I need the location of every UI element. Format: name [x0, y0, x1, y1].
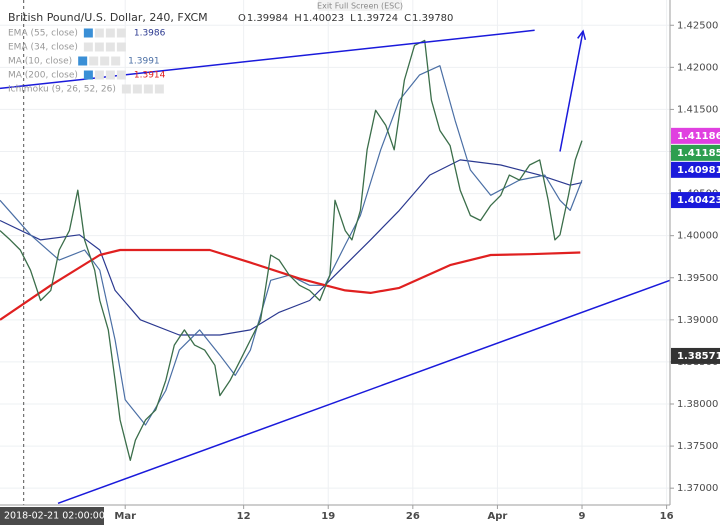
grid [0, 0, 670, 505]
legend-label[interactable]: MA (200, close) [8, 71, 78, 81]
y-tick-label: 1.42500 [677, 20, 718, 31]
price-tag-label: 1.41186 [677, 131, 720, 142]
x-tick-label: 12 [237, 511, 251, 522]
price-tag [671, 347, 720, 364]
legend-button[interactable] [111, 56, 121, 66]
price-tag-label: 1.40423 [677, 195, 720, 206]
legend-button[interactable] [116, 70, 126, 80]
legend-button[interactable] [89, 56, 99, 66]
legend-button[interactable] [83, 42, 93, 52]
ohlc-value: 1.39780 [412, 13, 453, 24]
legend-button[interactable] [132, 84, 142, 94]
legend-value: 1.3986 [134, 29, 166, 39]
legend-button[interactable] [105, 28, 115, 38]
price-tag [671, 127, 720, 144]
legend-value: 1.3991 [128, 57, 160, 67]
legend-button[interactable] [105, 70, 115, 80]
arrow-head [577, 29, 587, 41]
crosshair-label-box [0, 507, 104, 525]
legend-label[interactable]: MA (10, close) [8, 57, 72, 67]
indicator-line [0, 65, 583, 426]
exit-fullscreen[interactable] [318, 0, 402, 11]
indicator-line [0, 159, 583, 336]
indicator-line [0, 248, 581, 321]
legend-button[interactable] [100, 56, 110, 66]
legend-value: 1.3914 [134, 71, 166, 81]
x-tick-label: Apr [488, 511, 508, 522]
y-tick-label: 1.41500 [677, 104, 718, 115]
legend-label[interactable]: Ichimoku (9, 26, 52, 26) [8, 85, 116, 95]
legend-button[interactable] [83, 28, 93, 38]
price-tag [671, 192, 720, 209]
price-line [0, 39, 583, 462]
x-tick-label: 19 [321, 511, 335, 522]
price-tag-label: 1.41185 [677, 148, 720, 159]
ohlc-key: L [350, 13, 356, 24]
legend-label[interactable]: EMA (34, close) [8, 43, 78, 53]
y-tick-label: 1.39500 [677, 273, 718, 284]
x-tick-label: 26 [406, 511, 420, 522]
legend-button[interactable] [105, 42, 115, 52]
legend-button[interactable] [78, 56, 88, 66]
price-tag-label: 1.40981 [677, 165, 720, 176]
crosshair-label: 2018-02-21 02:00:00 [4, 511, 105, 522]
y-tick-label: 1.37000 [677, 483, 718, 494]
y-tick-label: 1.42000 [677, 62, 718, 73]
legend-button[interactable] [83, 70, 93, 80]
exit-fullscreen-label[interactable]: Exit Full Screen (ESC) [317, 2, 403, 11]
ohlc-key: C [404, 13, 411, 24]
legend-button[interactable] [94, 28, 104, 38]
price-tag [671, 161, 720, 178]
ohlc-value: 1.39724 [357, 13, 398, 24]
y-tick-label: 1.39000 [677, 315, 718, 326]
legend-button[interactable] [94, 70, 104, 80]
price-tag-label: 1.38571 [677, 351, 720, 362]
legend-button[interactable] [154, 84, 164, 94]
x-tick-label: Mar [114, 511, 136, 522]
price-tag [671, 144, 720, 161]
trend-line [559, 31, 584, 152]
x-tick-label: 9 [579, 511, 586, 522]
x-tick-label: 16 [660, 511, 674, 522]
legend: British Pound/U.S. Dollar, 240, FXCM O 1.… [8, 11, 453, 95]
y-tick-label: 1.37500 [677, 441, 718, 452]
legend-button[interactable] [143, 84, 153, 94]
legend-button[interactable] [116, 28, 126, 38]
legend-button[interactable] [116, 42, 126, 52]
legend-button[interactable] [94, 42, 104, 52]
ohlc-key: O [238, 13, 246, 24]
ohlc-value: 1.39984 [247, 13, 288, 24]
y-tick-label: 1.40000 [677, 231, 718, 242]
legend-button[interactable] [121, 84, 131, 94]
y-tick-label: 1.38000 [677, 399, 718, 410]
chart-title: British Pound/U.S. Dollar, 240, FXCM [8, 11, 208, 24]
time-axis [0, 505, 670, 525]
plot [0, 0, 671, 505]
ohlc-value: 1.40023 [303, 13, 344, 24]
ohlc-key: H [294, 13, 302, 24]
trend-line [57, 279, 671, 505]
legend-label[interactable]: EMA (55, close) [8, 29, 78, 39]
price-axis [670, 0, 720, 525]
axes: 1.370001.375001.380001.385001.390001.395… [0, 20, 720, 525]
